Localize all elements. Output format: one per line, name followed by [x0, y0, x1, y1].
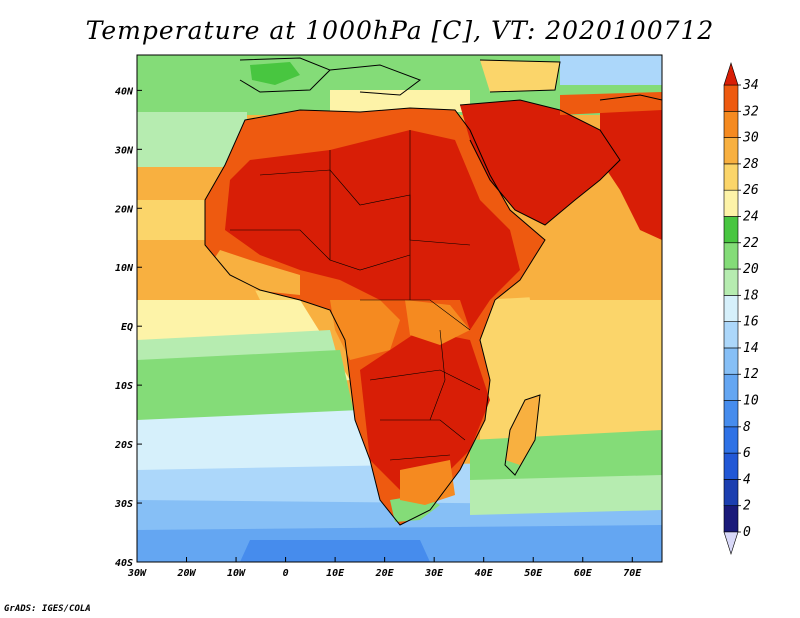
colorbar-label: 26 [743, 183, 759, 198]
colorbar-label: 16 [743, 315, 759, 330]
y-tick-label: 10N [115, 263, 134, 274]
x-tick-label: 50E [524, 568, 543, 579]
benguela-cool [137, 410, 380, 470]
colorbar-band [723, 505, 739, 533]
x-tick-label: 30W [127, 568, 147, 579]
colorbar-over-triangle [723, 62, 739, 86]
colorbar-band [723, 426, 739, 454]
coastlines [204, 57, 662, 526]
map-title: Temperature at 1000hPa [C], VT: 20201007… [85, 16, 715, 45]
colorbar-label: 12 [743, 367, 759, 382]
colorbar-band [723, 110, 739, 138]
y-tick-label: 30N [114, 145, 134, 156]
colorbar-label: 34 [742, 78, 759, 93]
x-tick-label: 40E [475, 568, 494, 579]
colorbar-label: 20 [743, 262, 759, 277]
colorbar-label: 24 [743, 209, 759, 224]
y-axis-ticks: 40S 30S 20S 10S EQ 10N 20N 30N 40N [114, 86, 142, 569]
x-tick-label: 30E [424, 568, 444, 579]
x-axis-ticks: 30W 20W 10W 0 10E 20E 30E 40E 50E 60E 70E [127, 557, 642, 579]
colorbar-band [723, 268, 739, 296]
y-tick-label: 40N [115, 86, 134, 97]
colorbar-label: 28 [743, 157, 759, 172]
colorbar-band [723, 242, 739, 270]
x-tick-label: 0 [283, 568, 289, 579]
y-tick-label: 20S [114, 440, 133, 451]
colorbar-under-triangle [723, 531, 739, 555]
colorbar-label: 8 [743, 420, 751, 435]
colorbar-band [723, 137, 739, 165]
colorbar-label: 2 [743, 499, 751, 514]
colorbar-label: 6 [743, 446, 751, 461]
colorbar-band [723, 163, 739, 191]
colorbar-label: 18 [743, 288, 759, 303]
y-tick-label: 30S [114, 499, 133, 510]
colorbar-band [723, 479, 739, 507]
country-borders [230, 130, 481, 461]
x-tick-label: 20W [176, 568, 196, 579]
colorbar-band [723, 216, 739, 244]
colorbar-label: 30 [742, 131, 759, 146]
arabia-field [460, 100, 620, 225]
colorbar-label: 4 [743, 472, 751, 487]
colorbar-band [723, 347, 739, 375]
x-tick-label: 60E [574, 568, 593, 579]
madagascar-field [505, 395, 540, 475]
y-tick-label: 40S [115, 558, 133, 569]
x-tick-label: 70E [623, 568, 642, 579]
colorbar-band [723, 452, 739, 480]
colorbar-band [723, 189, 739, 217]
colorbar-band [723, 321, 739, 349]
plot-frame [136, 54, 663, 563]
colorbar-band [723, 400, 739, 428]
y-tick-label: 20N [114, 204, 134, 215]
x-tick-label: 10W [227, 568, 246, 579]
colorbar-band [723, 84, 739, 112]
x-tick-label: 20E [375, 568, 395, 579]
colorbar-band [723, 373, 739, 401]
indian-ocean [480, 290, 662, 450]
colorbar-band [723, 295, 739, 322]
colorbar-label: 0 [743, 525, 751, 540]
y-tick-label: 10S [115, 381, 133, 392]
x-tick-label: 10E [326, 568, 345, 579]
temperature-field [137, 55, 662, 562]
credit-text: GrADS: IGES/COLA [4, 604, 91, 614]
colorbar-label: 10 [743, 394, 759, 409]
colorbar-label: 14 [743, 341, 759, 356]
colorbar-label: 22 [743, 236, 759, 251]
y-tick-label: EQ [121, 322, 133, 333]
colorbar-label: 32 [742, 104, 759, 119]
